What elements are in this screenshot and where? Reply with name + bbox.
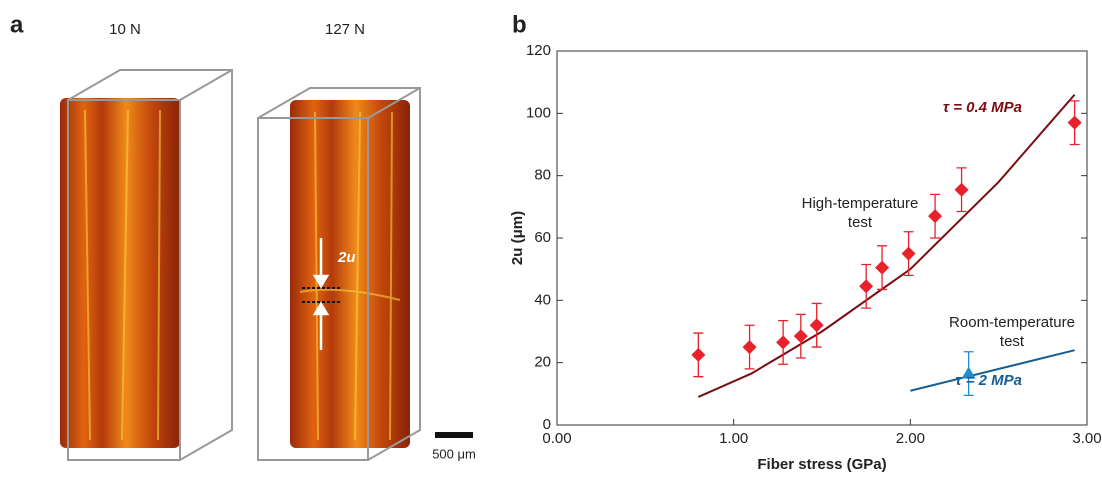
image-title: 10 N [109,21,141,38]
panel-label: b [512,11,527,38]
data-point [691,347,706,362]
panel-label: a [10,11,24,38]
data-point [961,366,976,379]
x-axis-label: Fiber stress (GPa) [757,456,886,473]
data-point [1067,115,1082,130]
data-point [875,260,890,275]
y-tick-label: 40 [534,291,551,308]
fiber-image [60,98,180,448]
scale-bar [435,432,473,438]
data-point [954,182,969,197]
data-point [928,209,943,224]
fit-line [910,349,1075,392]
y-tick-label: 120 [526,42,551,59]
y-tick-label: 0 [543,416,551,433]
x-tick-label: 2.00 [896,430,925,447]
x-tick-label: 3.00 [1072,430,1101,447]
data-point [793,329,808,344]
data-point [809,318,824,333]
y-tick-label: 20 [534,354,551,371]
scale-bar-label: 500 μm [432,446,476,461]
annotation: High-temperature [802,195,919,212]
annotation: 2u [337,249,356,266]
y-tick-label: 100 [526,104,551,121]
fit-label: τ = 2 MPa [955,372,1022,389]
data-point [859,279,874,294]
data-point [901,246,916,261]
panel-a-images [60,69,473,461]
data-point [776,335,791,350]
y-tick-label: 60 [534,229,551,246]
annotation: Room-temperature [949,314,1075,331]
annotation: test [848,214,873,231]
x-tick-label: 1.00 [719,430,748,447]
annotation: test [1000,333,1025,350]
data-point [742,340,757,355]
image-title: 127 N [325,21,365,38]
y-tick-label: 80 [534,167,551,184]
x-tick-label: 0.00 [542,430,571,447]
fiber-image [290,100,410,448]
fit-label: τ = 0.4 MPa [943,99,1022,116]
y-axis-label: 2u (μm) [509,211,526,265]
